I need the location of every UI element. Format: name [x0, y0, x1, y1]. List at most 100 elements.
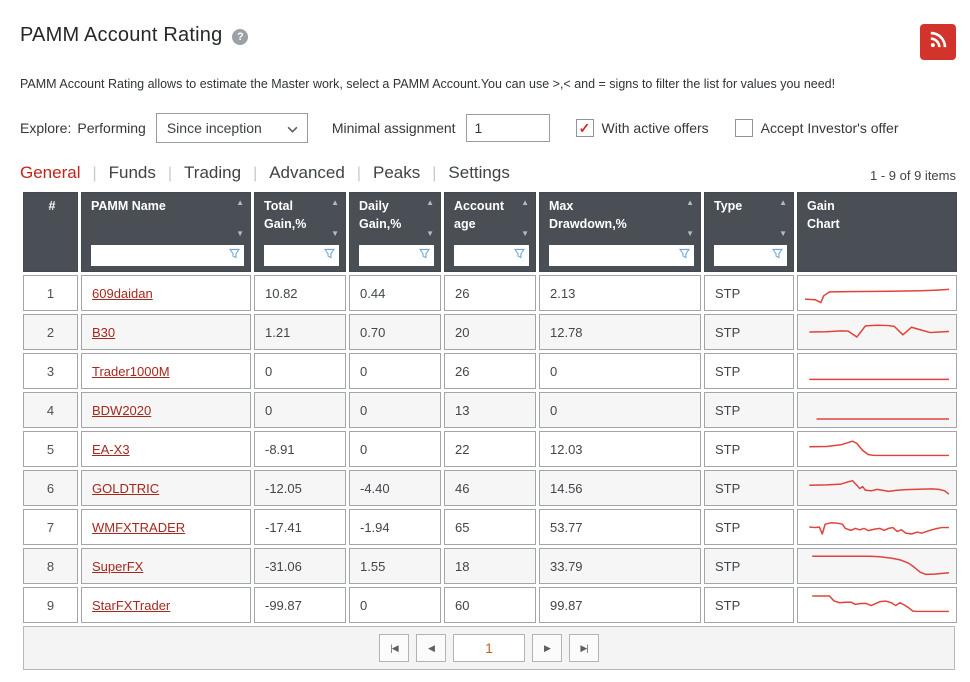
- rss-button[interactable]: [920, 24, 956, 60]
- pamm-account-link[interactable]: Trader1000M: [92, 363, 170, 379]
- gain-chart-cell: [797, 587, 957, 623]
- tab-separator: |: [253, 165, 258, 182]
- total-gain-cell: -17.41: [254, 509, 346, 545]
- pamm-account-link[interactable]: B30: [92, 324, 116, 340]
- pamm-account-link[interactable]: WMFXTRADER: [92, 519, 186, 535]
- chevron-down-icon: [287, 120, 298, 136]
- column-header-gain-chart: Gain Chart: [797, 192, 957, 272]
- sort-asc-icon[interactable]: ▲: [779, 198, 787, 207]
- column-header-daily-gain[interactable]: Daily Gain,% ▲ ▼: [349, 192, 441, 272]
- pamm-account-link[interactable]: SuperFX: [92, 558, 144, 574]
- sort-desc-icon[interactable]: ▼: [779, 229, 787, 238]
- total-gain-cell: 0: [254, 392, 346, 428]
- last-page-button[interactable]: ▶|: [569, 634, 599, 662]
- tab-separator: |: [167, 165, 173, 182]
- sort-asc-icon[interactable]: ▲: [236, 198, 244, 207]
- column-header-pamm-name[interactable]: PAMM Name ▲ ▼: [81, 192, 251, 272]
- filter-box: [714, 245, 787, 266]
- column-label: Daily Gain,%: [359, 199, 402, 231]
- column-header-total-gain[interactable]: Total Gain,% ▲ ▼: [254, 192, 346, 272]
- tab-separator: |: [432, 165, 437, 182]
- sort-desc-icon[interactable]: ▼: [331, 229, 339, 238]
- pamm-account-link[interactable]: GOLDTRIC: [92, 480, 160, 496]
- page-description: PAMM Account Rating allows to estimate t…: [20, 77, 836, 91]
- max-drawdown-cell: 33.79: [539, 548, 701, 584]
- pamm-name-cell: 609daidan: [81, 275, 251, 311]
- column-header-account-age[interactable]: Account age ▲ ▼: [444, 192, 536, 272]
- sort-desc-icon[interactable]: ▼: [686, 229, 694, 238]
- pamm-account-link[interactable]: EA-X3: [92, 441, 130, 457]
- sort-asc-icon[interactable]: ▲: [331, 198, 339, 207]
- filter-funnel-icon[interactable]: [678, 247, 691, 265]
- column-label: Type: [714, 199, 743, 213]
- table-row: 2 B30 1.21 0.70 20 12.78 STP: [23, 314, 957, 350]
- sort-asc-icon[interactable]: ▲: [686, 198, 694, 207]
- sort-desc-icon[interactable]: ▼: [236, 229, 244, 238]
- tab-advanced[interactable]: Advanced: [269, 163, 345, 182]
- filter-funnel-icon[interactable]: [771, 247, 784, 265]
- row-number: 7: [23, 509, 78, 545]
- column-header-type[interactable]: Type ▲ ▼: [704, 192, 794, 272]
- gain-sparkline: [812, 555, 949, 576]
- gain-sparkline: [809, 440, 949, 457]
- next-page-button[interactable]: ▶: [532, 634, 562, 662]
- column-header-num: #: [23, 192, 78, 272]
- gain-chart-cell: [797, 353, 957, 389]
- first-page-button[interactable]: |◀: [379, 634, 409, 662]
- pamm-name-filter-input[interactable]: [95, 245, 228, 266]
- gain-chart-cell: [797, 548, 957, 584]
- help-icon[interactable]: ?: [232, 28, 249, 45]
- sort-asc-icon[interactable]: ▲: [521, 198, 529, 207]
- pamm-account-link[interactable]: StarFXTrader: [92, 597, 171, 613]
- table-row: 3 Trader1000M 0 0 26 0 STP: [23, 353, 957, 389]
- filter-funnel-icon[interactable]: [513, 247, 526, 265]
- page-number-input[interactable]: [453, 634, 525, 662]
- period-select[interactable]: Since inception: [155, 113, 308, 143]
- max-drawdown-filter-input[interactable]: [553, 245, 678, 266]
- tab-peaks[interactable]: Peaks: [373, 163, 421, 182]
- tab-funds[interactable]: Funds: [108, 163, 156, 182]
- checkbox-icon[interactable]: [575, 119, 594, 137]
- checkbox-icon[interactable]: [734, 119, 753, 137]
- type-cell: STP: [704, 392, 794, 428]
- tab-general[interactable]: General: [20, 163, 81, 182]
- account-age-filter-input[interactable]: [458, 245, 513, 266]
- title-row: PAMM Account Rating ?: [20, 24, 958, 60]
- filter-funnel-icon[interactable]: [418, 247, 431, 265]
- gain-sparkline: [812, 595, 949, 613]
- previous-page-button[interactable]: ◀: [416, 634, 446, 662]
- account-age-cell: 18: [444, 548, 536, 584]
- sort-desc-icon[interactable]: ▼: [521, 229, 529, 238]
- pagination-bar: |◀ ◀ ▶ ▶|: [23, 626, 955, 670]
- tab-trading[interactable]: Trading: [184, 163, 242, 182]
- tab-settings[interactable]: Settings: [448, 163, 510, 182]
- column-label: Gain Chart: [807, 199, 840, 231]
- account-age-cell: 22: [444, 431, 536, 467]
- daily-gain-filter-input[interactable]: [363, 245, 418, 266]
- total-gain-cell: -99.87: [254, 587, 346, 623]
- minimal-assignment-label: Minimal assignment: [331, 120, 456, 136]
- with-active-offers-checkbox[interactable]: With active offers: [575, 119, 709, 137]
- daily-gain-cell: 0.44: [349, 275, 441, 311]
- pamm-account-link[interactable]: BDW2020: [92, 402, 152, 418]
- type-filter-input[interactable]: [718, 245, 771, 266]
- total-gain-filter-input[interactable]: [268, 245, 323, 266]
- filter-funnel-icon[interactable]: [323, 247, 336, 265]
- accept-investors-offer-checkbox[interactable]: Accept Investor's offer: [734, 119, 898, 137]
- period-select-value: Since inception: [166, 120, 262, 136]
- explore-value: Performing: [77, 120, 146, 136]
- minimal-assignment-input[interactable]: [465, 114, 550, 142]
- account-age-cell: 20: [444, 314, 536, 350]
- max-drawdown-cell: 12.78: [539, 314, 701, 350]
- account-age-cell: 26: [444, 275, 536, 311]
- pamm-name-cell: GOLDTRIC: [81, 470, 251, 506]
- filter-funnel-icon[interactable]: [228, 247, 241, 265]
- column-header-max-drawdown[interactable]: Max Drawdown,% ▲ ▼: [539, 192, 701, 272]
- sort-asc-icon[interactable]: ▲: [426, 198, 434, 207]
- column-label: PAMM Name: [91, 199, 166, 213]
- sort-desc-icon[interactable]: ▼: [426, 229, 434, 238]
- gain-sparkline: [809, 522, 949, 535]
- pamm-account-link[interactable]: 609daidan: [92, 285, 153, 301]
- pamm-name-cell: B30: [81, 314, 251, 350]
- tabs-bar: General | Funds | Trading | Advanced | P…: [20, 163, 958, 183]
